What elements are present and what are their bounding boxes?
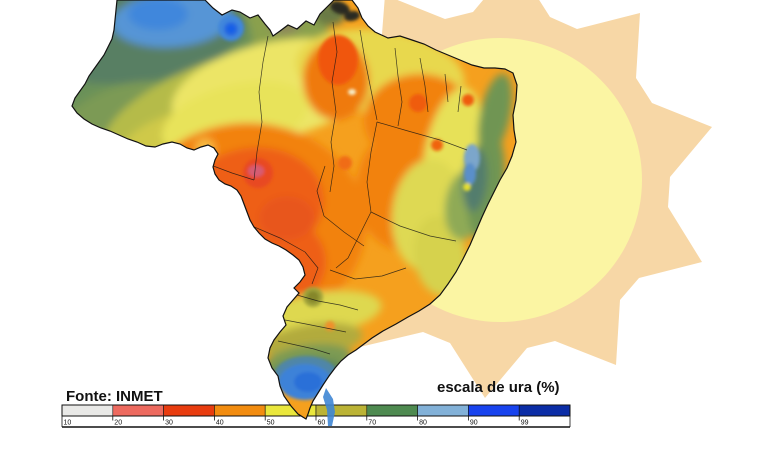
humidity-spot-details: [218, 1, 480, 400]
brazil-outline: [71, 0, 518, 420]
colorbar-segment: [518, 404, 571, 417]
state-borders: [149, 21, 468, 355]
coastal-lagoon-streak: [323, 388, 335, 426]
tick-label: 60: [318, 420, 326, 427]
colorbar: [61, 404, 571, 417]
tick-label: 30: [165, 420, 173, 427]
colorbar-segment: [112, 404, 164, 417]
colorbar-segment: [163, 404, 215, 417]
source-label: Fonte: INMET: [66, 388, 163, 405]
legend: Fonte: INMET escala de ura (%) 10: [61, 379, 571, 428]
tick-label: 50: [267, 420, 275, 427]
colorbar-segment: [214, 404, 266, 417]
colorbar-segment: [315, 404, 368, 417]
tick-label: 70: [368, 420, 376, 427]
tick-label: 40: [216, 420, 224, 427]
colorbar-segment: [366, 404, 418, 417]
colorbar-segment: [417, 404, 469, 417]
brazil-map: [71, 0, 518, 426]
colorbar-segment: [468, 404, 520, 417]
colorbar-ticks: [61, 416, 571, 428]
scale-title: escala de ura (%): [437, 379, 560, 396]
tick-label: 10: [64, 420, 72, 427]
colorbar-tick-labels: 10 20 30 40 50 60 70 80 90 99: [64, 420, 529, 427]
tick-label: 99: [521, 420, 529, 427]
tick-label: 80: [419, 420, 427, 427]
tick-label: 20: [114, 420, 122, 427]
tick-label: 90: [470, 420, 478, 427]
colorbar-segment: [61, 404, 114, 417]
